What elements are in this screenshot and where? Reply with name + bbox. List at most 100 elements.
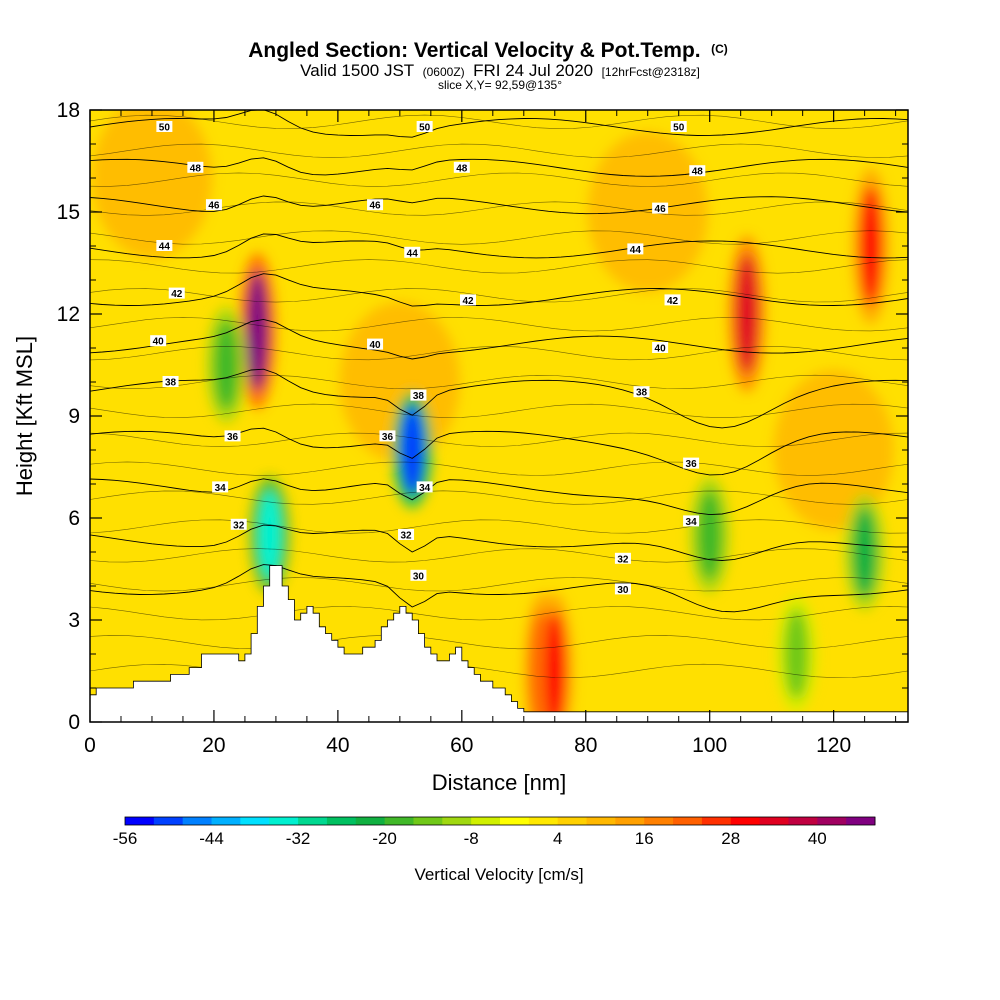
- isentrope-minor-11: [90, 345, 908, 361]
- isentrope-46: [90, 195, 908, 215]
- y-tick-label: 0: [68, 711, 80, 734]
- contour-label-36: 36: [379, 430, 396, 443]
- y-tick-label: 18: [57, 99, 80, 122]
- y-tick-label: 3: [68, 609, 80, 632]
- colorbar-swatch: [673, 817, 703, 825]
- contour-label-32: 32: [230, 518, 247, 531]
- isentrope-32: [90, 524, 908, 561]
- colorbar-swatch: [788, 817, 818, 825]
- svg-text:48: 48: [456, 163, 468, 174]
- contour-label-50: 50: [416, 121, 433, 134]
- svg-text:34: 34: [215, 483, 227, 494]
- svg-text:38: 38: [636, 388, 648, 399]
- colorbar-swatch: [125, 817, 155, 825]
- svg-text:46: 46: [208, 201, 220, 212]
- contour-label-38: 38: [633, 386, 650, 399]
- colorbar-swatch: [182, 817, 213, 825]
- svg-text:44: 44: [407, 248, 419, 259]
- colorbar-swatch: [413, 817, 443, 825]
- y-axis-title: Height [Kft MSL]: [12, 336, 37, 496]
- contour-label-44: 44: [404, 246, 421, 259]
- isentrope-50: [90, 110, 908, 138]
- colorbar-tick-label: 4: [553, 829, 562, 848]
- contour-label-34: 34: [683, 515, 700, 528]
- x-tick-label: 120: [816, 734, 851, 757]
- isentrope-42: [90, 273, 908, 307]
- y-tick-label: 15: [57, 201, 80, 224]
- colorbar-swatch: [846, 817, 876, 825]
- svg-text:34: 34: [686, 517, 698, 528]
- feature-downdraft-10: [784, 609, 809, 699]
- svg-text:32: 32: [617, 554, 629, 565]
- contour-label-44: 44: [627, 243, 644, 256]
- contour-label-48: 48: [187, 161, 204, 174]
- svg-text:48: 48: [190, 163, 202, 174]
- contour-label-48: 48: [689, 165, 706, 178]
- svg-text:40: 40: [369, 340, 381, 351]
- isentrope-minor-8: [90, 432, 908, 447]
- contour-label-38: 38: [410, 389, 427, 402]
- colorbar-swatch: [817, 817, 847, 825]
- contour-label-32: 32: [614, 552, 631, 565]
- isentrope-minor-10: [90, 374, 908, 390]
- colorbar-tick-label: 40: [808, 829, 827, 848]
- colorbar-tick-label: -44: [199, 829, 224, 848]
- contour-label-40: 40: [652, 342, 669, 355]
- contour-label-50: 50: [670, 121, 687, 134]
- isentrope-minor-1: [90, 634, 908, 650]
- x-tick-label: 20: [202, 734, 225, 757]
- svg-text:50: 50: [419, 123, 431, 134]
- contour-label-34: 34: [212, 481, 229, 494]
- y-tick-label: 12: [57, 303, 80, 326]
- feature-updraft-4: [859, 186, 882, 306]
- x-tick-label: 60: [450, 734, 473, 757]
- isentrope-minor-12: [90, 317, 908, 332]
- y-tick-label: 6: [68, 507, 80, 530]
- colorbar-swatch: [471, 817, 501, 825]
- colorbar-swatch: [528, 817, 559, 825]
- isentrope-30: [90, 564, 908, 613]
- colorbar-swatch: [211, 817, 241, 825]
- isentrope-minor-6: [90, 490, 908, 505]
- background-band-2: [587, 132, 708, 292]
- terrain: [90, 565, 908, 722]
- contour-label-46: 46: [652, 202, 669, 215]
- svg-text:42: 42: [171, 289, 183, 300]
- colorbar-tick-label: -20: [372, 829, 397, 848]
- svg-text:50: 50: [159, 123, 171, 134]
- colorbar-swatch: [701, 817, 732, 825]
- colorbar-label: Vertical Velocity [cm/s]: [414, 865, 583, 884]
- svg-text:42: 42: [667, 296, 679, 307]
- colorbar-tick-label: -32: [286, 829, 311, 848]
- contour-label-40: 40: [150, 335, 167, 348]
- x-tick-label: 100: [692, 734, 727, 757]
- chart-title: Angled Section: Vertical Velocity & Pot.…: [248, 39, 728, 62]
- isentrope-minor-18: [90, 143, 908, 158]
- plot-area: 50 48 46 44 42 40 38 36 34 32 50 48 46 44 42 40 38 36 34 32…: [89, 109, 909, 723]
- svg-text:36: 36: [686, 459, 698, 470]
- feature-updraft-0: [246, 271, 269, 391]
- contour-label-48: 48: [453, 161, 470, 174]
- colorbar-swatch: [384, 817, 414, 825]
- isentrope-minor-4: [90, 548, 908, 563]
- isentrope-48: [90, 157, 908, 177]
- colorbar-swatch: [730, 817, 761, 825]
- svg-text:38: 38: [413, 391, 425, 402]
- svg-text:34: 34: [419, 483, 431, 494]
- svg-text:42: 42: [462, 296, 474, 307]
- svg-text:44: 44: [159, 242, 171, 253]
- y-tick-label: 9: [68, 405, 80, 428]
- isentrope-minor-15: [90, 230, 908, 245]
- colorbar-swatch: [615, 817, 645, 825]
- isentrope-38: [90, 368, 908, 429]
- colorbar-swatch: [269, 817, 299, 825]
- contour-label-36: 36: [224, 430, 241, 443]
- colorbar-swatch: [644, 817, 674, 825]
- feature-updraft-3: [735, 254, 758, 374]
- contour-label-layer: 50 48 46 44 42 40 38 36 34 32 50 48 46 44 42 40 38 36 34 32…: [150, 121, 706, 596]
- svg-text:40: 40: [153, 337, 165, 348]
- colorbar-swatch: [557, 817, 588, 825]
- colorbar-tick-label: 28: [721, 829, 740, 848]
